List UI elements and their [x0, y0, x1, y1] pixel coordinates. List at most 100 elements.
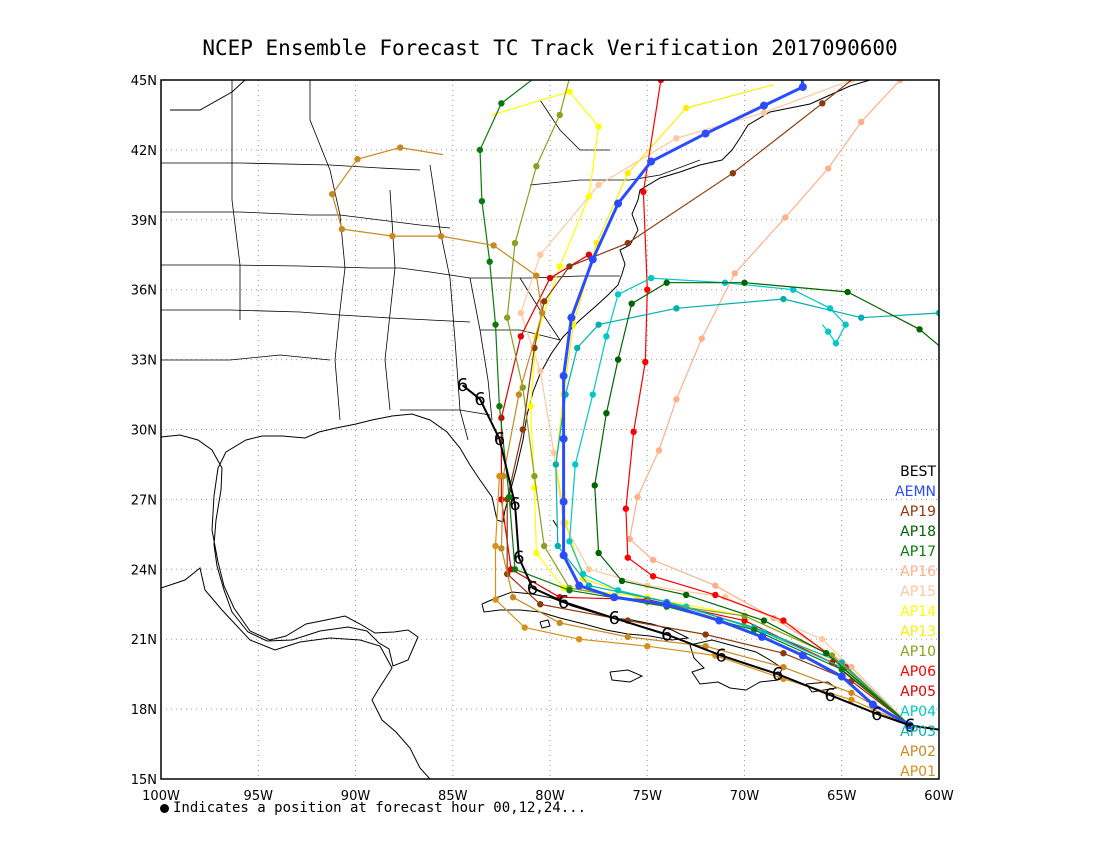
- forecast-position-dot: [702, 642, 709, 650]
- forecast-position-dot: [566, 587, 573, 594]
- legend-item-ap01: AP01: [900, 764, 936, 780]
- forecast-position-dot: [537, 368, 544, 375]
- hurricane-symbol-icon: 6: [715, 646, 726, 667]
- forecast-position-dot: [634, 493, 641, 501]
- forecast-position-dot: [682, 104, 690, 112]
- forecast-position-dot: [589, 391, 596, 398]
- forecast-position-dot: [662, 600, 671, 609]
- hurricane-symbol-icon: 6: [474, 389, 485, 410]
- forecast-position-dot: [819, 636, 826, 643]
- legend-item-ap14: AP14: [900, 604, 936, 620]
- y-tick-label: 36N: [131, 284, 157, 299]
- forecast-position-dot: [498, 100, 505, 107]
- forecast-position-dot: [644, 642, 651, 650]
- forecast-position-dot: [603, 333, 610, 340]
- hurricane-symbol-icon: 6: [608, 608, 619, 629]
- forecast-position-dot: [492, 321, 499, 328]
- forecast-position-dot: [626, 535, 633, 543]
- forecast-position-dot: [673, 135, 680, 142]
- forecast-position-dot: [533, 549, 540, 557]
- forecast-position-dot: [640, 188, 647, 196]
- forecast-position-dot: [498, 496, 505, 503]
- track-aemn: [559, 80, 914, 730]
- track-legend: BEST AEMN AP19 AP18 AP17 AP16 AP15 AP14 AP13 AP10…: [878, 462, 936, 782]
- track-ap06: [622, 80, 914, 729]
- forecast-position-dot: [649, 573, 657, 580]
- forecast-position-dot: [715, 616, 724, 625]
- forecast-position-dot: [751, 626, 758, 634]
- forecast-position-dot: [630, 428, 637, 436]
- forecast-position-dot: [505, 493, 513, 501]
- track-ap18: [591, 279, 939, 729]
- forecast-position-dot: [585, 193, 593, 200]
- forecast-position-dot: [556, 619, 563, 627]
- forecast-position-dot: [511, 239, 519, 247]
- x-tick-label: 85W: [438, 789, 468, 804]
- forecast-position-dot: [588, 255, 597, 264]
- legend-item-ap13: AP13: [900, 624, 936, 640]
- forecast-position-dot: [657, 80, 665, 84]
- forecast-position-dot: [780, 295, 787, 303]
- forecast-position-dot: [492, 542, 499, 550]
- forecast-position-dot: [858, 118, 865, 126]
- track-line: [625, 80, 911, 726]
- forecast-position-dot: [554, 542, 561, 550]
- x-tick-label: 65W: [827, 789, 857, 804]
- y-tick-label: 42N: [131, 144, 157, 159]
- forecast-position-dot: [550, 449, 558, 456]
- forecast-position-dot: [559, 497, 568, 506]
- forecast-position-dot: [782, 214, 789, 221]
- forecast-position-dot: [819, 100, 826, 107]
- legend-item-ap04: AP04: [900, 704, 936, 720]
- forecast-position-dot: [498, 545, 505, 552]
- forecast-position-dot: [521, 624, 528, 631]
- hispaniola: [689, 639, 783, 691]
- y-tick-label: 33N: [131, 354, 157, 369]
- forecast-position-dot: [559, 551, 568, 560]
- legend-item-best: BEST: [900, 464, 936, 480]
- legend-item-ap03: AP03: [900, 724, 936, 740]
- great-lakes: [170, 80, 246, 111]
- forecast-position-dot: [614, 291, 622, 298]
- track-line: [491, 91, 911, 726]
- forecast-position-dot: [682, 591, 690, 599]
- map-frame: [160, 79, 940, 780]
- hurricane-symbol-icon: 6: [494, 429, 505, 450]
- forecast-position-dot: [729, 170, 737, 177]
- forecast-position-dot: [780, 649, 787, 657]
- forecast-position-dot: [552, 461, 560, 468]
- forecast-position-dot: [824, 165, 832, 172]
- forecast-position-dot: [574, 344, 581, 352]
- forecast-position-dot: [591, 482, 598, 489]
- forecast-position-dot: [702, 631, 709, 638]
- coastlines-and-borders: [161, 80, 871, 779]
- legend-item-ap18: AP18: [900, 524, 936, 540]
- forecast-position-dot: [741, 279, 748, 286]
- forecast-position-dot: [848, 689, 855, 696]
- legend-item-ap10: AP10: [900, 644, 936, 660]
- forecast-position-dot: [655, 447, 663, 454]
- forecast-position-dot: [575, 581, 584, 590]
- forecast-position-dot: [673, 305, 680, 312]
- forecast-position-dot: [437, 232, 445, 240]
- forecast-position-dot: [556, 111, 563, 119]
- x-tick-label: 90W: [341, 789, 371, 804]
- forecast-position-dot: [842, 321, 849, 328]
- x-tick-label: 100W: [142, 789, 180, 804]
- forecast-position-dot: [533, 272, 540, 279]
- track-line: [506, 80, 911, 726]
- hurricane-symbol-icon: 6: [904, 715, 915, 736]
- y-tick-label: 15N: [131, 773, 157, 788]
- track-line: [520, 80, 911, 726]
- chart-title: NCEP Ensemble Forecast TC Track Verifica…: [202, 36, 898, 60]
- legend-item-ap17: AP17: [900, 544, 936, 560]
- x-tick-label: 70W: [730, 789, 760, 804]
- track-line: [555, 84, 911, 726]
- forecast-position-dot: [397, 144, 404, 151]
- forecast-position-dot: [712, 591, 719, 599]
- forecast-position-dot: [610, 593, 619, 602]
- forecast-position-dot: [575, 636, 583, 643]
- jamaica: [609, 669, 644, 683]
